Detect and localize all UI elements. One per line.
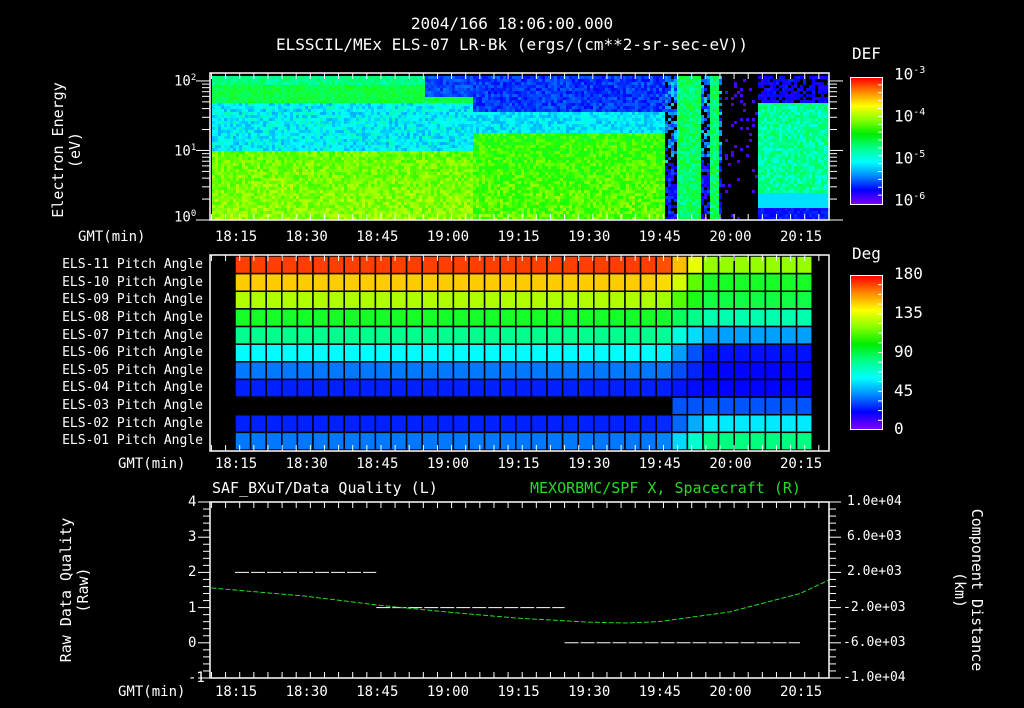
time-axis-label-2: GMT(min) [118,456,186,472]
deg-colorbar [850,275,883,430]
def-colorbar [850,77,883,205]
quality-tick-label: 1 [188,599,197,616]
distance-tick-label: -6.0e+03 [843,634,906,650]
time-axis-label-1: GMT(min) [78,229,146,245]
time-tick-label: 19:45 [638,229,681,245]
pitch-row-label: ELS-06 Pitch Angle [62,345,203,361]
distance-tick-label: 2.0e+03 [847,564,902,580]
energy-spectrogram [212,76,830,220]
time-tick-label: 20:15 [780,456,823,472]
pitch-row-label: ELS-10 Pitch Angle [62,274,203,290]
time-tick-label: 19:15 [497,229,540,245]
distance-tick-label: -1.0e+04 [843,670,906,685]
distance-tick-label: -2.0e+03 [843,599,906,615]
pitch-row-label: ELS-08 Pitch Angle [62,309,203,325]
time-tick-label: 19:15 [497,684,540,700]
pitch-row-label: ELS-04 Pitch Angle [62,380,203,396]
time-tick-label: 18:45 [356,684,399,700]
spf-x-curve [211,579,829,624]
pitch-row-label: ELS-07 Pitch Angle [62,327,203,343]
pitch-row-label: ELS-01 Pitch Angle [62,433,203,449]
deg-tick-90: 90 [894,342,914,361]
quality-tick-label: -1 [188,670,205,686]
time-tick-label: 18:15 [215,684,258,700]
deg-colorbar-title: Deg [852,244,881,263]
def-tick-1e-3: 10-3 [894,64,926,84]
deg-tick-45: 45 [894,381,914,400]
time-axis-label-3: GMT(min) [118,684,186,700]
def-tick-1e-4: 10-4 [894,106,926,126]
time-tick-label: 19:30 [568,684,611,700]
time-tick-label: 18:30 [285,456,328,472]
deg-tick-135: 135 [894,303,923,322]
distance-tick-label: 6.0e+03 [847,529,902,545]
spectrogram-frame [209,72,830,221]
pitch-row-label: ELS-03 Pitch Angle [62,398,203,414]
time-tick-label: 18:30 [285,229,328,245]
quality-tick-label: 0 [188,634,197,651]
pitch-frame [209,254,830,452]
pitch-row-label: ELS-09 Pitch Angle [62,292,203,308]
pitch-row-label: ELS-11 Pitch Angle [62,257,203,272]
def-colorbar-title: DEF [852,44,881,63]
time-tick-label: 20:15 [780,684,823,700]
time-tick-label: 20:00 [709,229,752,245]
def-tick-1e-5: 10-5 [894,148,926,168]
time-tick-label: 20:00 [709,456,752,472]
quality-tick-label: 4 [188,494,197,510]
time-tick-label: 20:15 [780,229,823,245]
quality-tick-label: 3 [188,529,197,546]
spf-x-panel-title: MEXORBMC/SPF X, Spacecraft (R) [530,479,801,497]
plot-timestamp: 2004/166 18:06:00.000 [410,14,614,33]
time-tick-label: 18:15 [215,229,258,245]
plot-title: ELSSCIL/MEx ELS-07 LR-Bk (ergs/(cm**2-sr… [275,35,748,54]
time-tick-label: 19:00 [426,456,470,472]
quality-tick-label: 2 [188,564,197,581]
line-plot-frame [209,501,830,679]
time-tick-label: 19:00 [426,684,470,700]
pitch-row-label: ELS-02 Pitch Angle [62,415,203,431]
quality-panel-title: SAF_BXuT/Data Quality (L) [212,479,438,497]
time-tick-label: 18:15 [215,456,258,472]
energy-tick-1: 100 [174,209,197,226]
time-tick-label: 18:45 [356,456,399,472]
deg-tick-0: 0 [894,419,904,438]
time-tick-label: 18:30 [285,684,328,700]
time-tick-label: 20:00 [709,684,752,700]
deg-tick-180: 180 [894,264,923,283]
def-tick-1e-6: 10-6 [894,190,926,210]
time-tick-label: 19:15 [497,456,540,472]
time-tick-label: 19:00 [426,229,470,245]
time-tick-label: 19:45 [638,684,681,700]
time-tick-label: 18:45 [356,229,399,245]
energy-tick-10: 101 [174,143,197,160]
pitch-row-label: ELS-05 Pitch Angle [62,362,203,378]
pitch-angle-grid [234,255,813,451]
energy-tick-100: 102 [174,73,197,90]
time-tick-label: 19:30 [568,456,611,472]
distance-tick-label: 1.0e+04 [847,494,902,509]
time-tick-label: 19:45 [638,456,681,472]
time-tick-label: 19:30 [568,229,611,245]
